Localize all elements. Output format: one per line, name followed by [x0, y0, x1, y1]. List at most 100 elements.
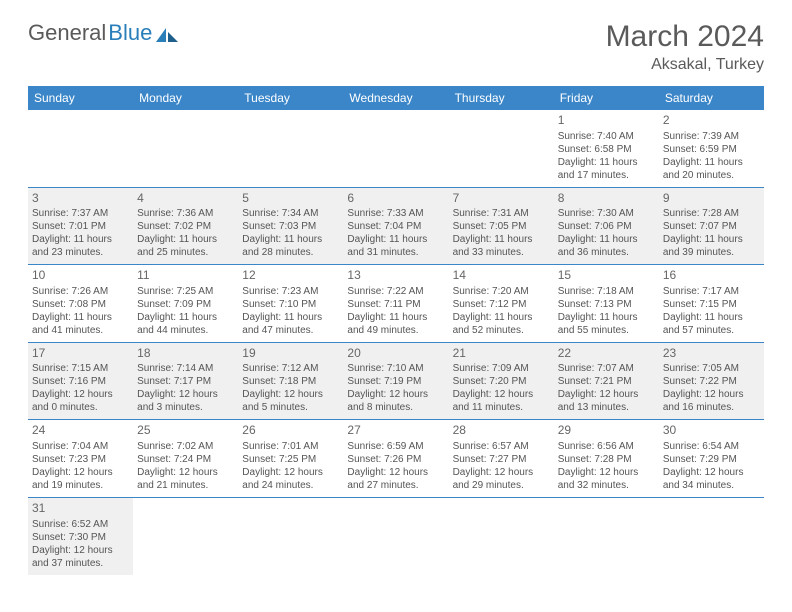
brand-logo: General Blue [28, 20, 178, 46]
sunset-line: Sunset: 6:59 PM [663, 143, 760, 156]
day-cell: 16Sunrise: 7:17 AMSunset: 7:15 PMDayligh… [659, 265, 764, 343]
daylight-line: Daylight: 12 hours and 32 minutes. [558, 466, 655, 492]
daylight-line: Daylight: 11 hours and 41 minutes. [32, 311, 129, 337]
day-cell: 24Sunrise: 7:04 AMSunset: 7:23 PMDayligh… [28, 420, 133, 498]
sunset-line: Sunset: 6:58 PM [558, 143, 655, 156]
sunrise-line: Sunrise: 7:22 AM [347, 285, 444, 298]
week-row: 1Sunrise: 7:40 AMSunset: 6:58 PMDaylight… [28, 110, 764, 187]
daylight-line: Daylight: 12 hours and 27 minutes. [347, 466, 444, 492]
sunset-line: Sunset: 7:13 PM [558, 298, 655, 311]
sunrise-line: Sunrise: 7:26 AM [32, 285, 129, 298]
day-number: 30 [663, 423, 760, 439]
sunrise-line: Sunrise: 7:33 AM [347, 207, 444, 220]
week-row: 17Sunrise: 7:15 AMSunset: 7:16 PMDayligh… [28, 342, 764, 420]
day-cell: 12Sunrise: 7:23 AMSunset: 7:10 PMDayligh… [238, 265, 343, 343]
daylight-line: Daylight: 12 hours and 5 minutes. [242, 388, 339, 414]
sunrise-line: Sunrise: 7:01 AM [242, 440, 339, 453]
day-cell [449, 497, 554, 574]
sunrise-line: Sunrise: 7:39 AM [663, 130, 760, 143]
brand-part2: Blue [108, 20, 152, 46]
sunset-line: Sunset: 7:09 PM [137, 298, 234, 311]
day-cell [554, 497, 659, 574]
week-row: 3Sunrise: 7:37 AMSunset: 7:01 PMDaylight… [28, 187, 764, 265]
day-number: 15 [558, 268, 655, 284]
day-cell: 23Sunrise: 7:05 AMSunset: 7:22 PMDayligh… [659, 342, 764, 420]
week-row: 31Sunrise: 6:52 AMSunset: 7:30 PMDayligh… [28, 497, 764, 574]
day-cell [238, 497, 343, 574]
day-cell: 31Sunrise: 6:52 AMSunset: 7:30 PMDayligh… [28, 497, 133, 574]
title-block: March 2024 Aksakal, Turkey [606, 20, 764, 74]
day-cell: 14Sunrise: 7:20 AMSunset: 7:12 PMDayligh… [449, 265, 554, 343]
sunset-line: Sunset: 7:17 PM [137, 375, 234, 388]
daylight-line: Daylight: 11 hours and 39 minutes. [663, 233, 760, 259]
sunrise-line: Sunrise: 7:17 AM [663, 285, 760, 298]
day-header: Sunday [28, 86, 133, 110]
day-number: 11 [137, 268, 234, 284]
sunset-line: Sunset: 7:21 PM [558, 375, 655, 388]
daylight-line: Daylight: 12 hours and 0 minutes. [32, 388, 129, 414]
sunset-line: Sunset: 7:05 PM [453, 220, 550, 233]
day-header: Monday [133, 86, 238, 110]
day-cell [659, 497, 764, 574]
sunrise-line: Sunrise: 7:30 AM [558, 207, 655, 220]
day-cell: 17Sunrise: 7:15 AMSunset: 7:16 PMDayligh… [28, 342, 133, 420]
daylight-line: Daylight: 11 hours and 52 minutes. [453, 311, 550, 337]
day-number: 17 [32, 346, 129, 362]
day-number: 1 [558, 113, 655, 129]
daylight-line: Daylight: 11 hours and 28 minutes. [242, 233, 339, 259]
daylight-line: Daylight: 12 hours and 13 minutes. [558, 388, 655, 414]
day-cell: 21Sunrise: 7:09 AMSunset: 7:20 PMDayligh… [449, 342, 554, 420]
day-cell [238, 110, 343, 187]
sunrise-line: Sunrise: 7:09 AM [453, 362, 550, 375]
sunrise-line: Sunrise: 7:23 AM [242, 285, 339, 298]
daylight-line: Daylight: 12 hours and 21 minutes. [137, 466, 234, 492]
day-cell: 11Sunrise: 7:25 AMSunset: 7:09 PMDayligh… [133, 265, 238, 343]
sunrise-line: Sunrise: 7:12 AM [242, 362, 339, 375]
day-number: 14 [453, 268, 550, 284]
daylight-line: Daylight: 11 hours and 31 minutes. [347, 233, 444, 259]
day-number: 3 [32, 191, 129, 207]
sunrise-line: Sunrise: 7:20 AM [453, 285, 550, 298]
sunset-line: Sunset: 7:23 PM [32, 453, 129, 466]
sunrise-line: Sunrise: 7:34 AM [242, 207, 339, 220]
daylight-line: Daylight: 12 hours and 11 minutes. [453, 388, 550, 414]
day-cell: 8Sunrise: 7:30 AMSunset: 7:06 PMDaylight… [554, 187, 659, 265]
sunset-line: Sunset: 7:08 PM [32, 298, 129, 311]
day-number: 29 [558, 423, 655, 439]
sunset-line: Sunset: 7:16 PM [32, 375, 129, 388]
sunset-line: Sunset: 7:29 PM [663, 453, 760, 466]
sunrise-line: Sunrise: 7:40 AM [558, 130, 655, 143]
sunset-line: Sunset: 7:28 PM [558, 453, 655, 466]
day-number: 9 [663, 191, 760, 207]
sunset-line: Sunset: 7:01 PM [32, 220, 129, 233]
sunrise-line: Sunrise: 7:10 AM [347, 362, 444, 375]
daylight-line: Daylight: 11 hours and 17 minutes. [558, 156, 655, 182]
sunset-line: Sunset: 7:18 PM [242, 375, 339, 388]
day-number: 27 [347, 423, 444, 439]
location: Aksakal, Turkey [606, 56, 764, 74]
day-cell: 6Sunrise: 7:33 AMSunset: 7:04 PMDaylight… [343, 187, 448, 265]
day-cell: 7Sunrise: 7:31 AMSunset: 7:05 PMDaylight… [449, 187, 554, 265]
daylight-line: Daylight: 11 hours and 44 minutes. [137, 311, 234, 337]
day-number: 7 [453, 191, 550, 207]
day-cell: 27Sunrise: 6:59 AMSunset: 7:26 PMDayligh… [343, 420, 448, 498]
sunset-line: Sunset: 7:22 PM [663, 375, 760, 388]
sunrise-line: Sunrise: 7:28 AM [663, 207, 760, 220]
sunrise-line: Sunrise: 6:57 AM [453, 440, 550, 453]
sunrise-line: Sunrise: 7:05 AM [663, 362, 760, 375]
day-cell: 4Sunrise: 7:36 AMSunset: 7:02 PMDaylight… [133, 187, 238, 265]
daylight-line: Daylight: 11 hours and 49 minutes. [347, 311, 444, 337]
sunset-line: Sunset: 7:12 PM [453, 298, 550, 311]
sunrise-line: Sunrise: 6:54 AM [663, 440, 760, 453]
sunset-line: Sunset: 7:30 PM [32, 531, 129, 544]
day-number: 26 [242, 423, 339, 439]
day-cell: 25Sunrise: 7:02 AMSunset: 7:24 PMDayligh… [133, 420, 238, 498]
sunrise-line: Sunrise: 6:59 AM [347, 440, 444, 453]
day-cell [343, 110, 448, 187]
sunset-line: Sunset: 7:07 PM [663, 220, 760, 233]
day-cell: 19Sunrise: 7:12 AMSunset: 7:18 PMDayligh… [238, 342, 343, 420]
sunset-line: Sunset: 7:15 PM [663, 298, 760, 311]
day-number: 12 [242, 268, 339, 284]
day-cell: 20Sunrise: 7:10 AMSunset: 7:19 PMDayligh… [343, 342, 448, 420]
day-cell [343, 497, 448, 574]
